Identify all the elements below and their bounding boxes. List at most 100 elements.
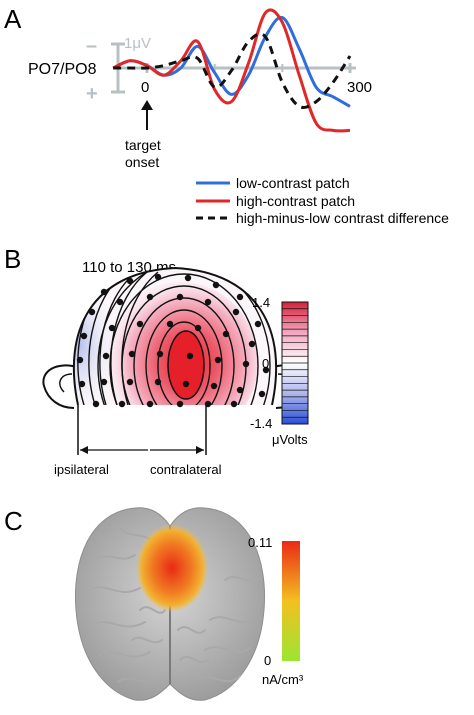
- electrode-dot: [204, 298, 212, 306]
- electrode-dot: [116, 298, 124, 306]
- left-ear-inner: [59, 373, 73, 393]
- legend: low-contrast patch high-contrast patch h…: [196, 175, 449, 226]
- contour-line: [145, 309, 223, 405]
- electrode-dot: [76, 356, 84, 364]
- contralateral-label: contralateral: [150, 462, 222, 477]
- scale-bar-label: 1μV: [124, 35, 151, 52]
- electrode-dot: [154, 378, 162, 386]
- colorbar-b-unit: μVolts: [272, 432, 308, 447]
- gyrus: [209, 616, 256, 623]
- electrode-dot: [88, 308, 96, 316]
- electrode-dot: [108, 324, 116, 332]
- electrode-dot: [222, 330, 230, 338]
- panel-c: C 0.11 0 nA/cm³: [4, 506, 304, 701]
- colorbar-b: [281, 301, 309, 425]
- contour-line: [133, 297, 235, 405]
- gyrus: [94, 554, 136, 561]
- electrode-dot: [126, 378, 134, 386]
- gyrus: [177, 626, 206, 634]
- electrode-dot: [146, 400, 154, 408]
- gyrus: [89, 586, 141, 593]
- electrode-dot: [210, 382, 218, 390]
- scale-bar-plus: +: [86, 83, 98, 105]
- panel-b-letter: B: [4, 244, 21, 274]
- gyrus: [131, 636, 163, 644]
- colorbar-b-max: 1.4: [252, 295, 270, 310]
- gyrus: [224, 575, 259, 583]
- contour-line: [157, 321, 211, 405]
- ipsilateral-label: ipsilateral: [54, 462, 109, 477]
- colorbar-c: [282, 541, 300, 661]
- legend-label-diff: high-minus-low contrast difference: [236, 210, 449, 226]
- electrode-dot: [248, 340, 256, 348]
- electrode-dot: [236, 293, 244, 301]
- x-tick-label-end: 300: [347, 79, 372, 96]
- gyrus: [179, 655, 209, 663]
- erp-line-difference: [113, 32, 352, 110]
- electrode-dot: [126, 277, 134, 285]
- electrode-dot: [146, 293, 154, 301]
- colorbar-c-max: 0.11: [248, 535, 272, 550]
- contour-line: [97, 268, 271, 405]
- electrode-dot: [78, 380, 86, 388]
- gyrus: [117, 677, 159, 683]
- colorbar-c-unit: nA/cm³: [262, 672, 304, 687]
- gyrus: [204, 646, 251, 653]
- scale-bar-minus: –: [86, 35, 97, 57]
- panel-a-letter: A: [4, 4, 22, 34]
- panel-b: B 110 to 130 ms: [4, 244, 309, 477]
- panel-c-letter: C: [4, 506, 23, 536]
- electrode-dot: [92, 400, 100, 408]
- colorbar-b-mid: 0: [262, 356, 269, 371]
- source-activation: [136, 524, 208, 612]
- colorbar-b-min: -1.4: [250, 416, 272, 431]
- erp-series: [112, 8, 352, 133]
- ipsilateral-arrow: [80, 446, 148, 454]
- electrode-dot: [100, 288, 108, 296]
- erp-line-high-contrast: [112, 8, 351, 133]
- contralateral-arrow: [150, 446, 204, 454]
- left-ear: [42, 364, 81, 409]
- onset-label-line2: onset: [125, 154, 159, 170]
- electrode-dot: [80, 332, 88, 340]
- electrode-dot: [242, 360, 250, 368]
- electrode-label: PO7/PO8: [28, 61, 97, 78]
- electrode-dot: [182, 380, 190, 388]
- electrode-dot: [186, 352, 194, 360]
- onset-label-line1: target: [125, 137, 161, 153]
- legend-label-high: high-contrast patch: [236, 193, 355, 209]
- electrode-dot: [136, 320, 144, 328]
- electrode-dot: [232, 308, 240, 316]
- electrode-dot: [194, 324, 202, 332]
- electrode-dot: [166, 320, 174, 328]
- cortical-surface: [74, 507, 266, 701]
- electrode-dot: [100, 378, 108, 386]
- electrode-dot: [236, 386, 244, 394]
- electrode-dot: [118, 400, 126, 408]
- electrode-dot: [156, 350, 164, 358]
- gyrus: [99, 651, 151, 658]
- electrode-dot: [254, 320, 262, 328]
- electrode-dot: [214, 356, 222, 364]
- gyrus: [139, 606, 166, 614]
- electrode-dot: [212, 281, 220, 289]
- gyrus: [197, 675, 241, 683]
- gyrus: [91, 621, 146, 628]
- electrode-dot: [128, 350, 136, 358]
- electrode-dot: [184, 274, 192, 282]
- contour-line: [110, 271, 148, 405]
- legend-label-low: low-contrast patch: [236, 175, 350, 191]
- colorbar-c-min: 0: [264, 653, 271, 668]
- x-tick-label-zero: 0: [141, 79, 149, 96]
- electrode-dot: [176, 400, 184, 408]
- electrode-dot: [230, 400, 238, 408]
- electrode-dot: [102, 352, 110, 360]
- scalp-topography: [72, 266, 278, 408]
- electrode-dot: [262, 366, 270, 374]
- panel-a: A – + 1μV PO7/PO8 0 300 target onset low…: [4, 4, 449, 226]
- electrode-dot: [176, 293, 184, 301]
- electrode-dot: [258, 390, 266, 398]
- onset-arrow: [141, 100, 153, 130]
- electrode-dot: [154, 273, 162, 281]
